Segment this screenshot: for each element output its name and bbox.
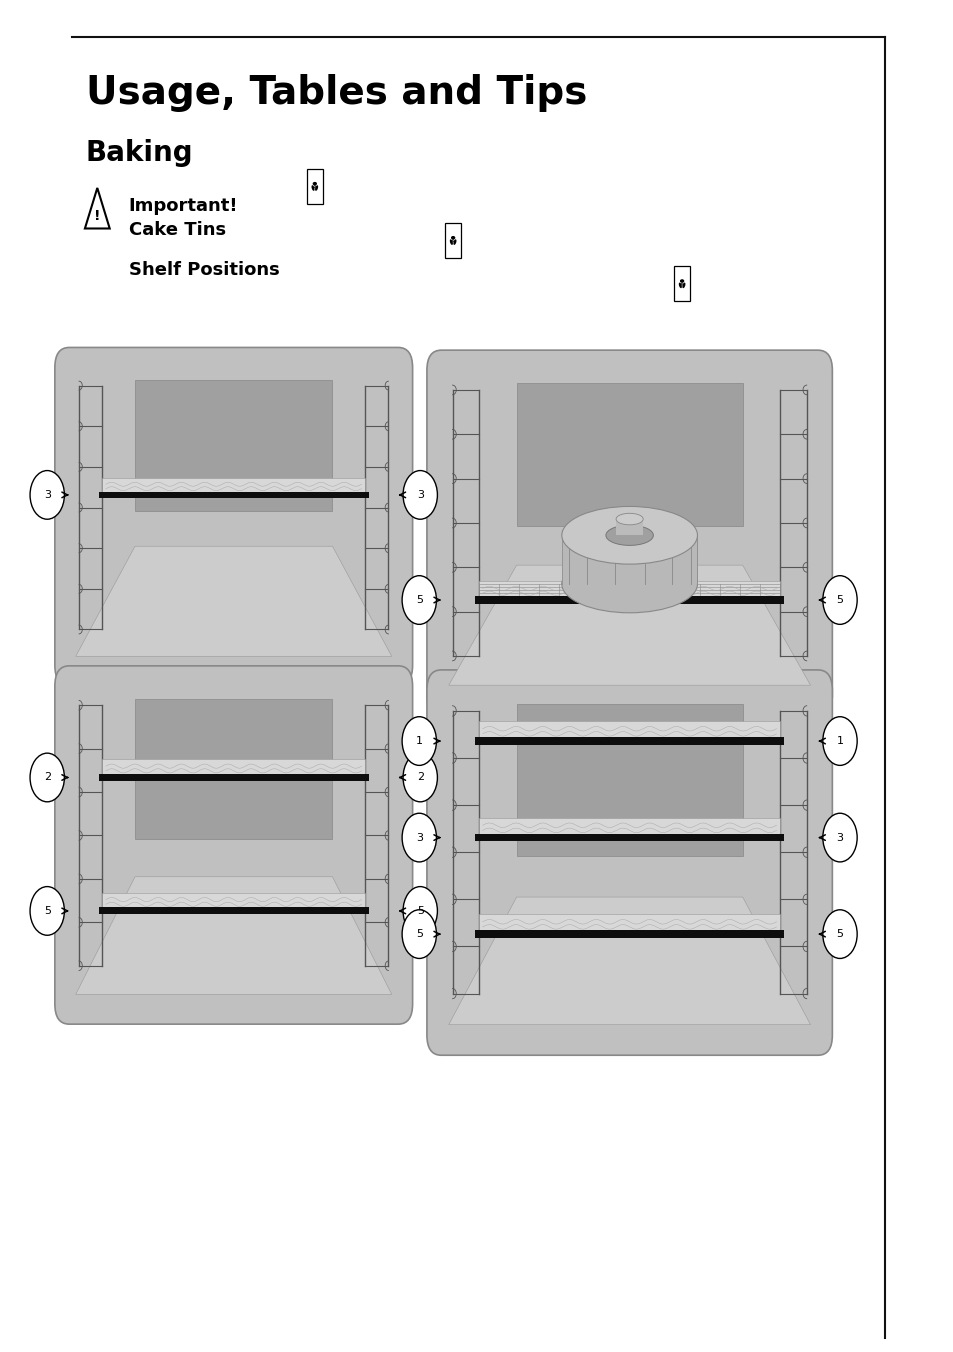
Bar	[616, 519, 642, 535]
Ellipse shape	[450, 239, 453, 245]
Circle shape	[680, 283, 682, 285]
Text: 5: 5	[836, 595, 842, 604]
Bar	[102, 892, 365, 907]
Bar	[561, 535, 697, 584]
Circle shape	[402, 753, 437, 802]
Ellipse shape	[681, 283, 684, 288]
Circle shape	[402, 887, 437, 936]
Text: Baking: Baking	[86, 139, 193, 168]
Text: Cake Tins: Cake Tins	[129, 220, 226, 239]
Bar	[102, 758, 365, 773]
Bar	[478, 721, 780, 737]
FancyBboxPatch shape	[674, 266, 689, 301]
Polygon shape	[75, 877, 392, 994]
Bar	[475, 930, 783, 938]
FancyBboxPatch shape	[307, 169, 322, 204]
Ellipse shape	[314, 185, 317, 191]
Bar	[517, 384, 741, 526]
Circle shape	[821, 814, 857, 863]
Ellipse shape	[312, 185, 314, 191]
Bar	[475, 596, 783, 603]
Circle shape	[402, 814, 436, 863]
Circle shape	[30, 470, 65, 519]
Ellipse shape	[616, 514, 642, 525]
Text: 2: 2	[44, 772, 51, 783]
Ellipse shape	[313, 183, 316, 185]
Circle shape	[30, 753, 65, 802]
Ellipse shape	[679, 280, 683, 283]
Bar	[475, 737, 783, 745]
Bar	[135, 699, 332, 838]
Text: 3: 3	[44, 489, 51, 500]
Bar	[475, 834, 783, 841]
Text: 5: 5	[416, 929, 422, 940]
Circle shape	[30, 887, 65, 936]
FancyBboxPatch shape	[55, 347, 412, 685]
Bar	[478, 818, 780, 834]
Polygon shape	[448, 565, 810, 685]
Text: 5: 5	[416, 906, 423, 915]
Text: 3: 3	[836, 833, 842, 842]
Text: Usage, Tables and Tips: Usage, Tables and Tips	[86, 74, 587, 112]
Polygon shape	[75, 546, 392, 656]
Circle shape	[314, 185, 315, 188]
Bar	[99, 907, 368, 914]
Bar	[478, 914, 780, 930]
Text: 5: 5	[416, 595, 422, 604]
Text: !: !	[94, 210, 100, 223]
Text: 3: 3	[416, 833, 422, 842]
Circle shape	[402, 910, 436, 959]
Text: 1: 1	[836, 735, 842, 746]
Polygon shape	[448, 898, 810, 1025]
Bar	[99, 492, 368, 498]
FancyBboxPatch shape	[55, 665, 412, 1025]
Ellipse shape	[679, 283, 681, 288]
Circle shape	[821, 910, 857, 959]
Text: 5: 5	[836, 929, 842, 940]
Text: 2: 2	[416, 772, 423, 783]
Text: 1: 1	[416, 735, 422, 746]
Ellipse shape	[451, 237, 455, 239]
Bar	[475, 596, 783, 603]
Bar	[517, 704, 741, 856]
Ellipse shape	[605, 525, 653, 545]
Ellipse shape	[561, 556, 697, 612]
FancyBboxPatch shape	[445, 223, 460, 258]
Bar	[99, 773, 368, 781]
FancyBboxPatch shape	[427, 671, 831, 1055]
Ellipse shape	[453, 239, 456, 245]
Text: Important!: Important!	[129, 196, 238, 215]
Bar	[102, 477, 365, 492]
Bar	[478, 581, 780, 596]
Circle shape	[402, 576, 436, 625]
Bar	[135, 380, 332, 511]
Text: 5: 5	[44, 906, 51, 915]
FancyBboxPatch shape	[427, 350, 831, 715]
Circle shape	[402, 470, 437, 519]
Ellipse shape	[561, 507, 697, 564]
Text: Shelf Positions: Shelf Positions	[129, 261, 279, 280]
Text: 3: 3	[416, 489, 423, 500]
Circle shape	[452, 239, 454, 242]
Circle shape	[821, 576, 857, 625]
Circle shape	[402, 717, 436, 765]
Circle shape	[821, 717, 857, 765]
